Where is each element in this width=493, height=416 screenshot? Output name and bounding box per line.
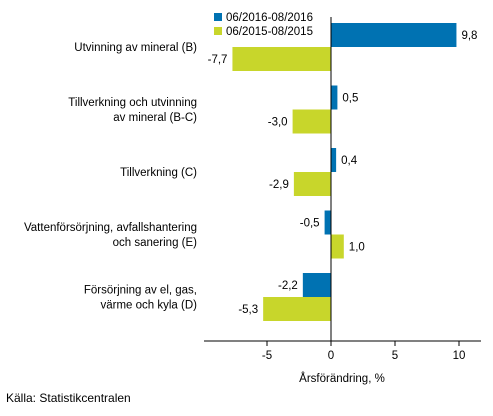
bar-1-4 (263, 297, 331, 321)
source-note: Källa: Statistikcentralen (6, 391, 131, 405)
x-tick-label: -5 (262, 350, 272, 362)
data-label: 9,8 (461, 30, 477, 42)
legend: 06/2016-08/2016 06/2015-08/2015 (214, 12, 313, 38)
bar-0-0 (331, 23, 457, 47)
bars (232, 23, 457, 321)
category-label: Tillverkning (C) (120, 167, 197, 179)
data-label: -5,3 (238, 304, 258, 316)
value-labels: 9,8 0,5 0,4 -0,5 -2,2 -7,7 -3,0 -2,9 1,0 -5,3 (208, 30, 478, 316)
data-label: -3,0 (268, 117, 288, 129)
legend-label-0: 06/2016-08/2016 (226, 12, 313, 24)
category-label: Vattenförsörjning, avfallshantering (24, 222, 197, 234)
x-tick-label: 0 (328, 350, 334, 362)
x-axis-title: Årsförändring, % (299, 372, 385, 385)
legend-swatch-0 (214, 13, 222, 21)
bar-0-4 (302, 273, 331, 297)
x-axis: -5 0 5 10 (204, 17, 481, 362)
bar-0-2 (331, 148, 337, 172)
category-labels: Utvinning av mineral (B) Tillverkning och… (24, 42, 197, 312)
category-label: Utvinning av mineral (B) (74, 42, 197, 54)
category-label: värme och kyla (D) (101, 300, 198, 312)
legend-swatch-1 (214, 27, 222, 35)
category-label: och sanering (E) (113, 237, 198, 249)
category-label: Tillverkning och utvinning (68, 97, 197, 109)
data-label: 1,0 (349, 242, 365, 254)
category-label: av mineral (B-C) (113, 112, 197, 124)
data-label: 0,5 (342, 93, 358, 105)
data-label: 0,4 (341, 155, 358, 167)
bar-0-3 (324, 210, 331, 235)
bar-1-3 (331, 234, 344, 259)
x-tick-label: 10 (453, 350, 466, 362)
data-label: -7,7 (208, 54, 228, 66)
category-label: Försörjning av el, gas, (84, 285, 197, 297)
legend-label-1: 06/2015-08/2015 (226, 26, 313, 38)
bar-1-1 (292, 109, 331, 134)
data-label: -0,5 (300, 218, 320, 230)
data-label: -2,2 (278, 280, 298, 292)
data-label: -2,9 (269, 179, 289, 191)
bar-1-0 (232, 47, 331, 71)
bar-1-2 (293, 172, 331, 196)
x-tick-label: 5 (392, 350, 398, 362)
bar-0-1 (331, 85, 338, 110)
